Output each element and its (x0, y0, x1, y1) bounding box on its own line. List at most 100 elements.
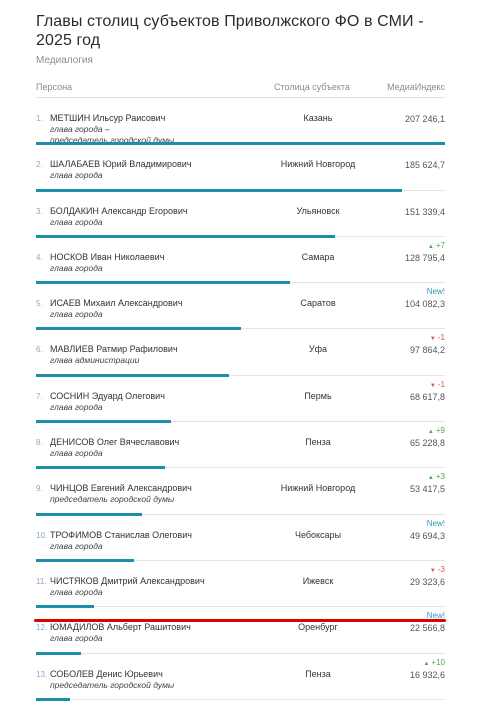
rank-number: 12. (36, 623, 48, 633)
rank-number: 3. (36, 206, 43, 216)
city-name: Пенза (305, 437, 331, 448)
person-role: глава города (50, 262, 103, 273)
rank-number: 5. (36, 299, 43, 309)
media-index-value: 104 082,3 (404, 299, 445, 310)
index-bar (36, 327, 241, 331)
rank-number: 10. (36, 530, 48, 540)
index-bar (36, 373, 229, 377)
city-name: Нижний Новгород (280, 483, 356, 494)
rank-change-badge: New! (427, 611, 445, 620)
media-index-value: 53 417,5 (409, 484, 445, 495)
person-role: глава города (50, 448, 103, 459)
city-name: Нижний Новгород (280, 159, 356, 170)
column-header-city[interactable]: Столица субъекта (274, 82, 350, 92)
person-name: ДЕНИСОВ Олег Вячеславович (50, 437, 180, 448)
page-title: Главы столиц субъектов Приволжского ФО в… (36, 13, 424, 49)
person-role: глава города (50, 170, 103, 181)
rank-number: 2. (36, 160, 43, 170)
table-row[interactable]: 11. ЧИСТЯКОВ Дмитрий Александрович глава г… (0, 563, 492, 609)
ranking-table: 1. МЕТШИН Ильсур Раисович глава города – п… (0, 100, 492, 702)
index-bar (36, 651, 81, 655)
table-row[interactable]: 4. НОСКОВ Иван Николаевич глава города Сама… (0, 239, 492, 285)
rank-number: 13. (36, 669, 48, 679)
table-row[interactable]: 3. БОЛДАКИН Александр Егорович глава город… (0, 193, 492, 239)
city-name: Пенза (305, 668, 331, 679)
rank-change-badge: ▲ +9 (428, 426, 445, 435)
rank-change-badge: ▲ +7 (428, 241, 445, 250)
rank-change-text: New! (426, 287, 445, 297)
arrow-down-icon: ▼ (429, 336, 436, 343)
person-name: СОБОЛЕВ Денис Юрьевич (50, 668, 163, 679)
index-bar (36, 697, 70, 701)
index-bar (36, 512, 142, 516)
index-bar-track (36, 467, 445, 469)
city-name: Ульяновск (296, 205, 340, 216)
city-name: Самара (301, 251, 335, 262)
rank-change-text: -1 (437, 333, 445, 343)
index-bar (36, 466, 165, 470)
table-row[interactable]: 9. ЧИНЦОВ Евгений Александрович председате… (0, 470, 492, 516)
index-bar-track (36, 374, 445, 376)
city-name: Ижевск (302, 575, 334, 586)
column-header-person[interactable]: Персона (36, 82, 73, 92)
table-row[interactable]: 6. МАВЛИЕВ Ратмир Рафилович глава админист… (0, 331, 492, 377)
person-role: глава города – председатель городской ду… (50, 124, 175, 145)
media-index-value: 65 228,8 (409, 438, 445, 449)
rank-change-text: -3 (437, 564, 445, 574)
rank-change-text: +7 (435, 240, 445, 250)
person-role: глава администрации (50, 355, 140, 366)
column-headers: Персона Столица субъекта МедиаИндекс (36, 82, 445, 94)
index-bar-track (36, 698, 445, 700)
person-role: глава города (50, 401, 103, 412)
arrow-down-icon: ▼ (429, 567, 436, 574)
person-name: МАВЛИЕВ Ратмир Рафилович (50, 344, 178, 355)
rank-change-badge: ▼ -3 (430, 565, 445, 574)
table-row[interactable]: 7. СОСНИН Эдуард Олегович глава города Перм… (0, 378, 492, 424)
city-name: Саратов (300, 298, 336, 309)
table-row[interactable]: 2. ШАЛАБАЕВ Юрий Владимирович глава города… (0, 146, 492, 192)
media-index-value: 49 694,3 (409, 530, 445, 541)
column-header-index[interactable]: МедиаИндекс (387, 82, 445, 92)
person-name: ЧИНЦОВ Евгений Александрович (50, 483, 192, 494)
person-role: глава города (50, 309, 103, 320)
rank-change-text: -1 (437, 379, 445, 389)
table-row[interactable]: 5. ИСАЕВ Михаил Александрович глава города… (0, 285, 492, 331)
index-bar (36, 142, 445, 146)
arrow-down-icon: ▼ (429, 382, 436, 389)
header: Главы столиц субъектов Приволжского ФО в… (0, 0, 492, 66)
rank-number: 6. (36, 345, 43, 355)
index-bar (36, 605, 94, 609)
media-index-value: 97 864,2 (409, 345, 445, 356)
media-index-value: 68 617,8 (409, 391, 445, 402)
rank-change-badge: New! (427, 519, 445, 528)
person-role: глава города (50, 540, 103, 551)
index-bar-track (36, 652, 445, 654)
table-row[interactable]: 13. СОБОЛЕВ Денис Юрьевич председатель гор… (0, 656, 492, 702)
rank-change-text: New! (426, 518, 445, 528)
person-role: глава города (50, 586, 103, 597)
person-role: глава города (50, 633, 103, 644)
person-name: МЕТШИН Ильсур Раисович (50, 113, 166, 123)
media-index-value: 151 339,4 (404, 206, 445, 217)
table-row[interactable]: 12. ЮМАДИЛОВ Альберт Рашитович глава город… (0, 609, 492, 655)
index-bar-track (36, 606, 445, 608)
rank-number: 9. (36, 484, 43, 494)
rank-change-text: +9 (435, 426, 445, 436)
table-row[interactable]: 10. ТРОФИМОВ Станислав Олегович глава горо… (0, 517, 492, 563)
media-index-value: 22 566,8 (409, 623, 445, 634)
rank-number: 8. (36, 438, 43, 448)
person-name: БОЛДАКИН Александр Егорович (50, 205, 188, 216)
index-bar (36, 558, 134, 562)
source-label: Медиалогия (36, 55, 93, 66)
media-index-value: 16 932,6 (409, 669, 445, 680)
highlight-underline (34, 619, 446, 622)
table-row[interactable]: 8. ДЕНИСОВ Олег Вячеславович глава города П… (0, 424, 492, 470)
city-name: Пермь (304, 390, 332, 401)
index-bar (36, 281, 290, 285)
table-row[interactable]: 1. МЕТШИН Ильсур Раисович глава города – п… (0, 100, 492, 146)
person-name: ЮМАДИЛОВ Альберт Рашитович (50, 622, 191, 633)
rank-number: 11. (36, 576, 47, 586)
rank-number: 1. (36, 114, 43, 123)
media-index-value: 29 323,6 (409, 576, 445, 587)
arrow-up-icon: ▲ (427, 475, 434, 482)
